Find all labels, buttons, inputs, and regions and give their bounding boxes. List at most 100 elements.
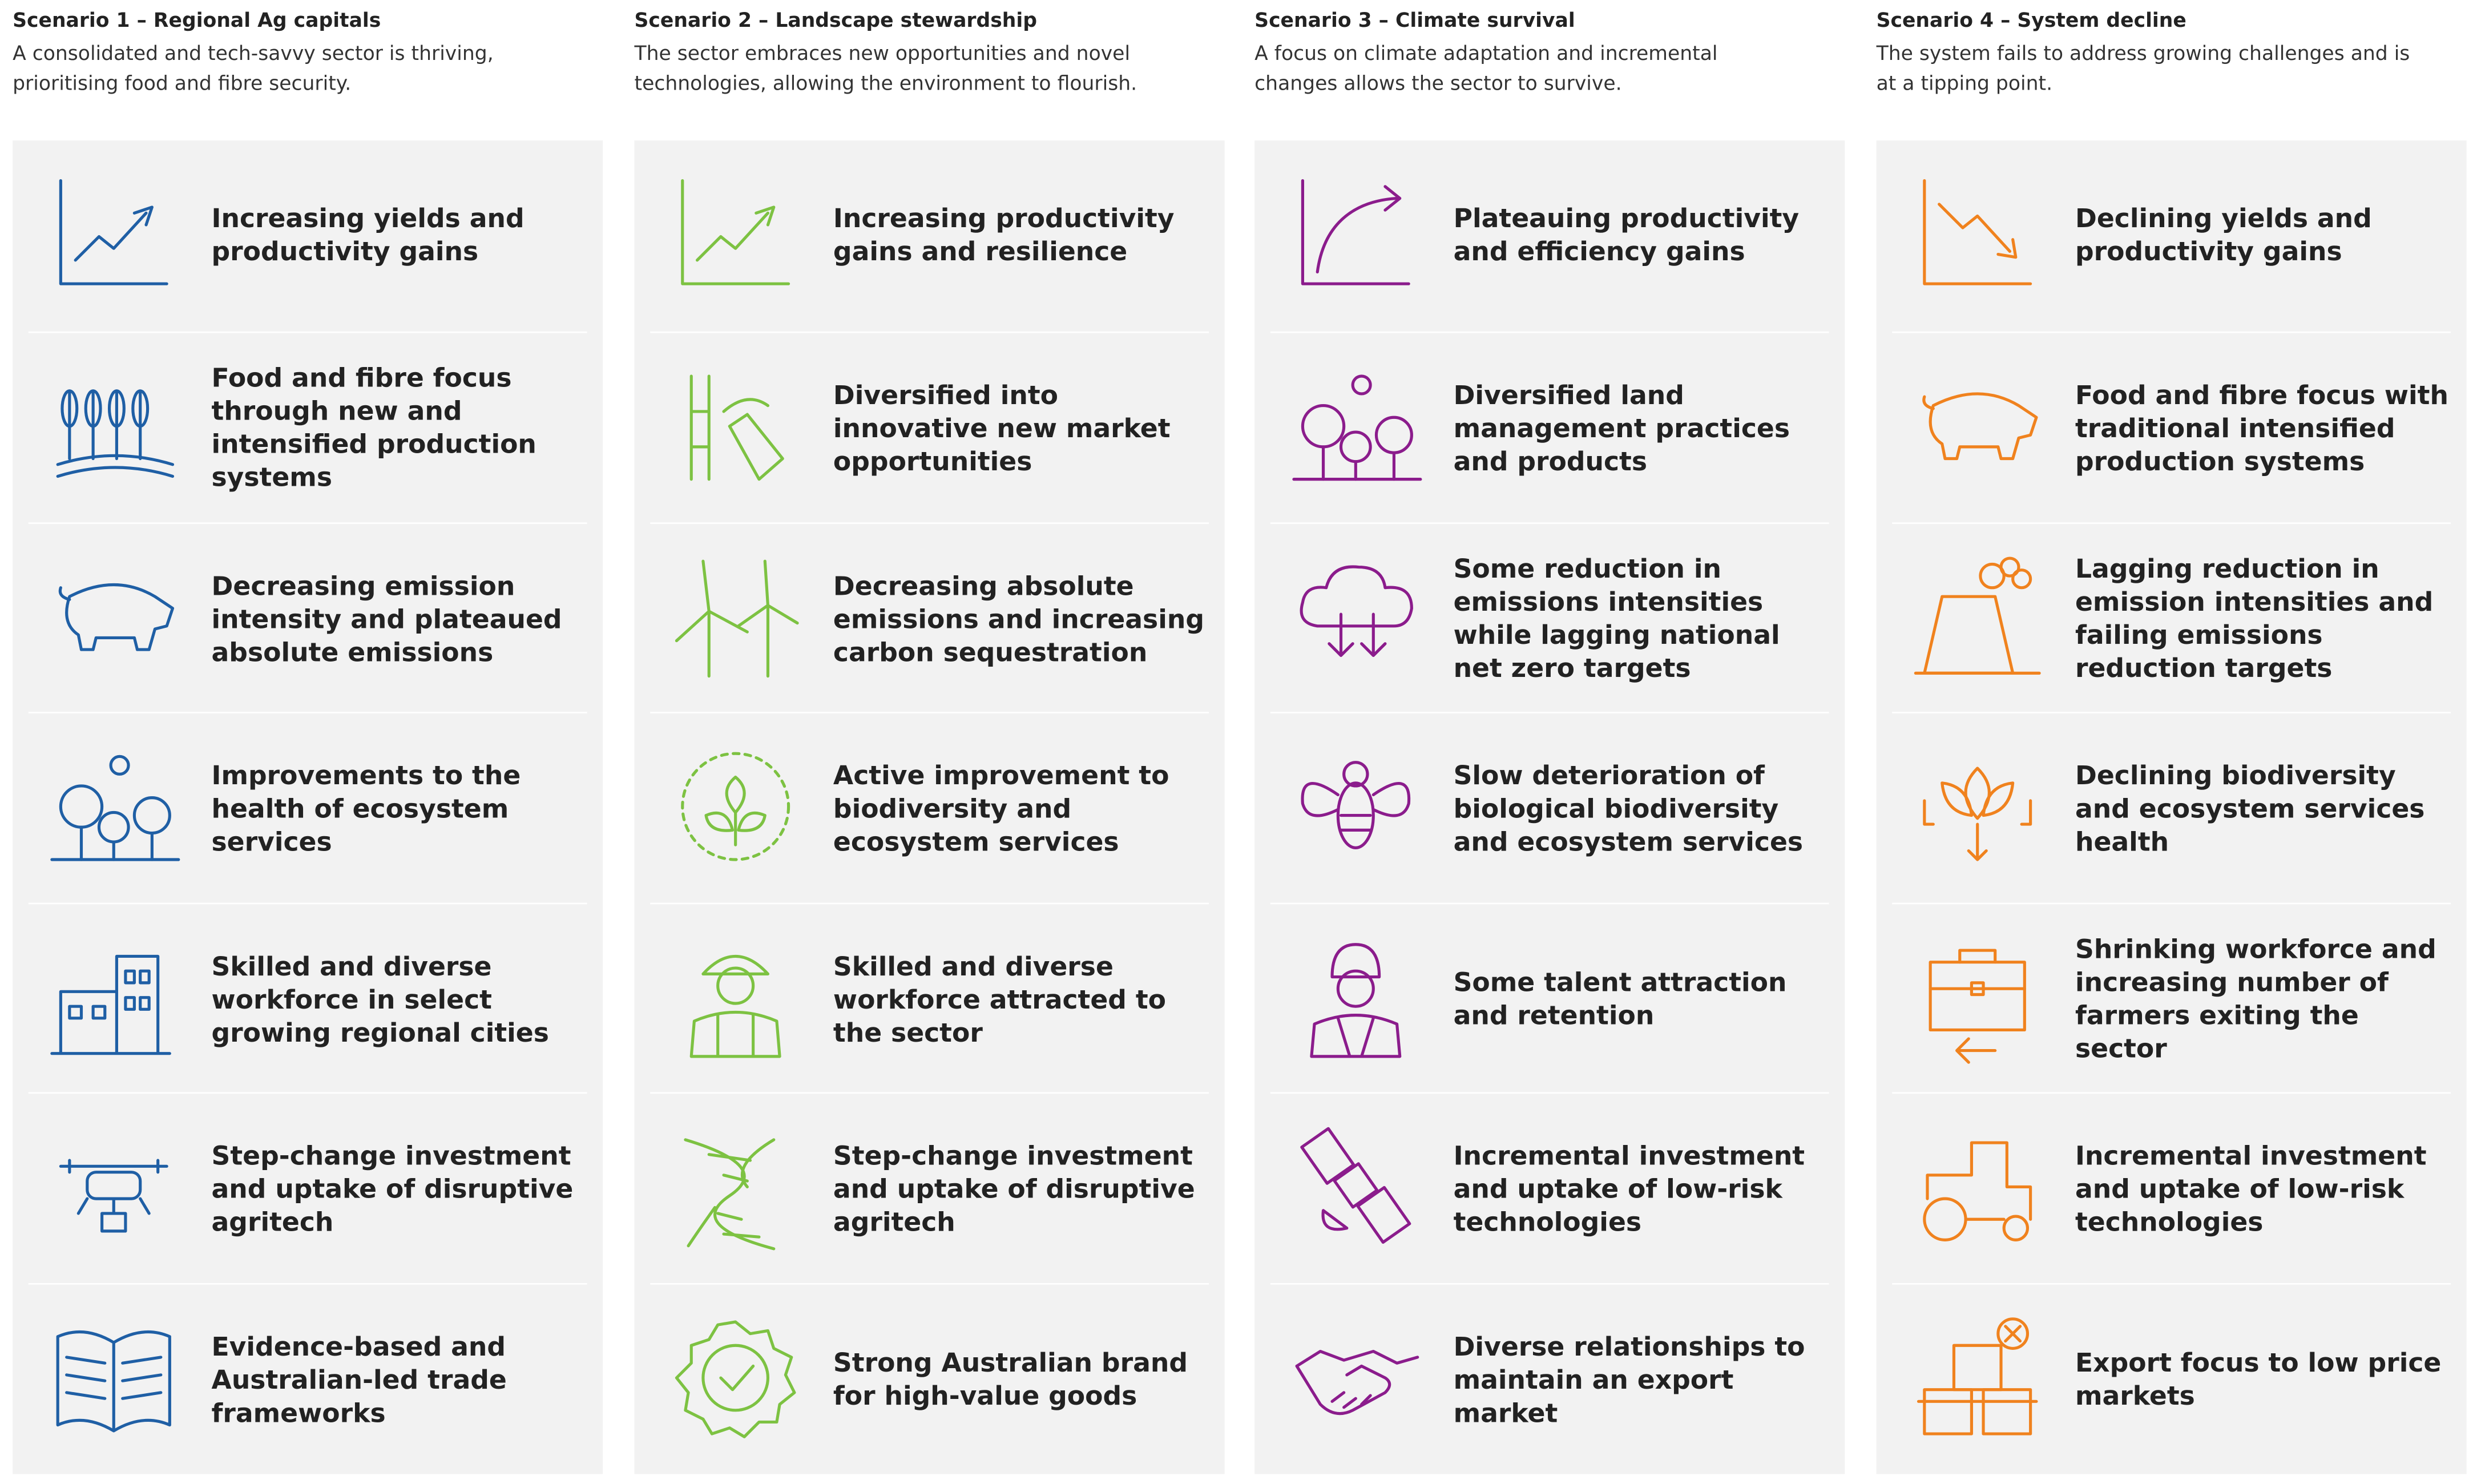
- outcome-row: Plateauing productivity and efficiency g…: [1270, 140, 1829, 330]
- outcome-text: Step-change investment and uptake of dis…: [833, 1140, 1195, 1237]
- outcome-icon: [666, 1313, 808, 1445]
- outcome-row: Evidence-based and Australian-led trade …: [28, 1283, 587, 1474]
- icon-graphic: [50, 954, 171, 1055]
- outcome-text: Improvements to the health of ecosystem …: [211, 760, 521, 857]
- outcome-icon: [1286, 169, 1428, 301]
- outcome-icon: [666, 1122, 808, 1255]
- icon-graphic: [1300, 565, 1413, 657]
- icon-graphic: [1301, 761, 1411, 849]
- icon-graphic: [1923, 767, 2032, 861]
- outcome-row: Diversified into innovative new market o…: [650, 331, 1209, 523]
- scenario-title: Scenario 3 – Climate survival: [1254, 7, 1575, 32]
- outcome-icon: [44, 361, 186, 494]
- outcome-icon: [1908, 742, 2050, 874]
- outcome-row: Step-change investment and uptake of dis…: [28, 1092, 587, 1283]
- outcome-row: Step-change investment and uptake of dis…: [650, 1092, 1209, 1283]
- icon-graphic: [59, 179, 168, 285]
- outcome-text: Food and fibre focus with traditional in…: [2075, 379, 2448, 476]
- outcome-icon: [1286, 742, 1428, 874]
- outcome-text: Export focus to low price markets: [2075, 1348, 2442, 1411]
- scenario-title: Scenario 2 – Landscape stewardship: [634, 7, 1037, 32]
- scenario-description: A focus on climate adaptation and increm…: [1254, 41, 1718, 95]
- outcome-text: Increasing productivity gains and resili…: [833, 203, 1175, 267]
- outcome-icon: [666, 742, 808, 874]
- icon-graphic: [689, 374, 784, 481]
- outcome-row: Food and fibre focus with traditional in…: [1892, 331, 2451, 523]
- outcome-row: Incremental investment and uptake of low…: [1270, 1092, 1829, 1283]
- icon-graphic: [1295, 1349, 1419, 1416]
- outcome-icon: [666, 361, 808, 494]
- outcome-icon: [1908, 1122, 2050, 1255]
- outcome-row: Food and fibre focus through new and int…: [28, 331, 587, 523]
- outcome-icon: [666, 933, 808, 1065]
- scenario-title: Scenario 4 – System decline: [1876, 7, 2186, 32]
- outcome-text: Some reduction in emissions intensities …: [1453, 554, 1780, 684]
- scenario-description: A consolidated and tech-savvy sector is …: [13, 41, 494, 95]
- outcome-text: Food and fibre focus through new and int…: [211, 362, 536, 493]
- outcome-text: Step-change investment and uptake of dis…: [211, 1140, 574, 1237]
- icon-graphic: [56, 1330, 171, 1433]
- outcome-row: Decreasing absolute emissions and increa…: [650, 522, 1209, 713]
- scenario-panel: Increasing yields and productivity gains…: [13, 140, 603, 1474]
- outcome-row: Some reduction in emissions intensities …: [1270, 522, 1829, 713]
- outcome-icon: [1286, 1313, 1428, 1445]
- icon-graphic: [58, 583, 175, 651]
- outcome-row: Some talent attraction and retention: [1270, 902, 1829, 1094]
- outcome-text: Plateauing productivity and efficiency g…: [1453, 203, 1800, 267]
- outcome-text: Skilled and diverse workforce in select …: [211, 950, 549, 1047]
- outcome-row: Declining yields and productivity gains: [1892, 140, 2451, 330]
- outcome-text: Shrinking workforce and increasing numbe…: [2075, 934, 2436, 1064]
- icon-graphic: [1917, 1317, 2038, 1435]
- outcome-row: Active improvement to biodiversity and e…: [650, 712, 1209, 903]
- outcome-icon: [1908, 361, 2050, 494]
- outcome-icon: [1908, 933, 2050, 1065]
- outcome-row: Slow deterioration of biological biodive…: [1270, 712, 1829, 903]
- outcome-icon: [1286, 933, 1428, 1065]
- outcome-icon: [44, 933, 186, 1065]
- outcome-text: Slow deterioration of biological biodive…: [1453, 760, 1804, 857]
- icon-graphic: [1929, 949, 2026, 1064]
- icon-graphic: [59, 1159, 168, 1233]
- scenario-panel: Plateauing productivity and efficiency g…: [1254, 140, 1845, 1474]
- outcome-row: Declining biodiversity and ecosystem ser…: [1892, 712, 2451, 903]
- icon-graphic: [684, 1138, 776, 1251]
- icon-graphic: [689, 955, 781, 1058]
- icon-graphic: [1923, 1141, 2032, 1241]
- outcome-text: Decreasing emission intensity and platea…: [211, 570, 562, 667]
- outcome-row: Decreasing emission intensity and platea…: [28, 522, 587, 713]
- outcome-icon: [1286, 1122, 1428, 1255]
- icon-graphic: [1914, 556, 2041, 675]
- icon-graphic: [1301, 179, 1410, 285]
- outcome-row: Export focus to low price markets: [1892, 1283, 2451, 1474]
- outcome-text: Declining biodiversity and ecosystem ser…: [2075, 760, 2425, 857]
- outcome-icon: [1908, 553, 2050, 685]
- icon-graphic: [50, 755, 180, 861]
- outcome-row: Increasing yields and productivity gains: [29, 140, 587, 330]
- scenario-panel: Increasing productivity gains and resili…: [634, 140, 1225, 1474]
- outcome-text: Decreasing absolute emissions and increa…: [833, 570, 1204, 667]
- icon-graphic: [56, 389, 175, 478]
- icon-graphic: [1292, 374, 1422, 481]
- outcome-icon: [44, 742, 186, 874]
- outcome-icon: [1286, 361, 1428, 494]
- outcome-icon: [44, 1313, 186, 1445]
- scenario-description: The sector embraces new opportunities an…: [634, 41, 1137, 95]
- icon-graphic: [675, 1320, 796, 1438]
- outcome-text: Skilled and diverse workforce attracted …: [833, 950, 1166, 1047]
- outcome-icon: [1908, 169, 2050, 301]
- outcome-icon: [1286, 553, 1428, 685]
- outcome-icon: [666, 169, 808, 301]
- outcome-icon: [1908, 1313, 2050, 1445]
- icon-graphic: [1310, 943, 1402, 1058]
- outcome-text: Increasing yields and productivity gains: [211, 203, 525, 267]
- outcome-text: Evidence-based and Australian-led trade …: [211, 1331, 507, 1427]
- scenario-panel: Declining yields and productivity gains F…: [1876, 140, 2467, 1474]
- icon-graphic: [681, 179, 790, 285]
- outcome-row: Improvements to the health of ecosystem …: [28, 712, 587, 903]
- outcome-row: Skilled and diverse workforce attracted …: [650, 902, 1209, 1094]
- outcome-text: Incremental investment and uptake of low…: [1453, 1140, 1805, 1237]
- outcome-text: Diverse relationships to maintain an exp…: [1453, 1331, 1805, 1427]
- outcome-icon: [44, 553, 186, 685]
